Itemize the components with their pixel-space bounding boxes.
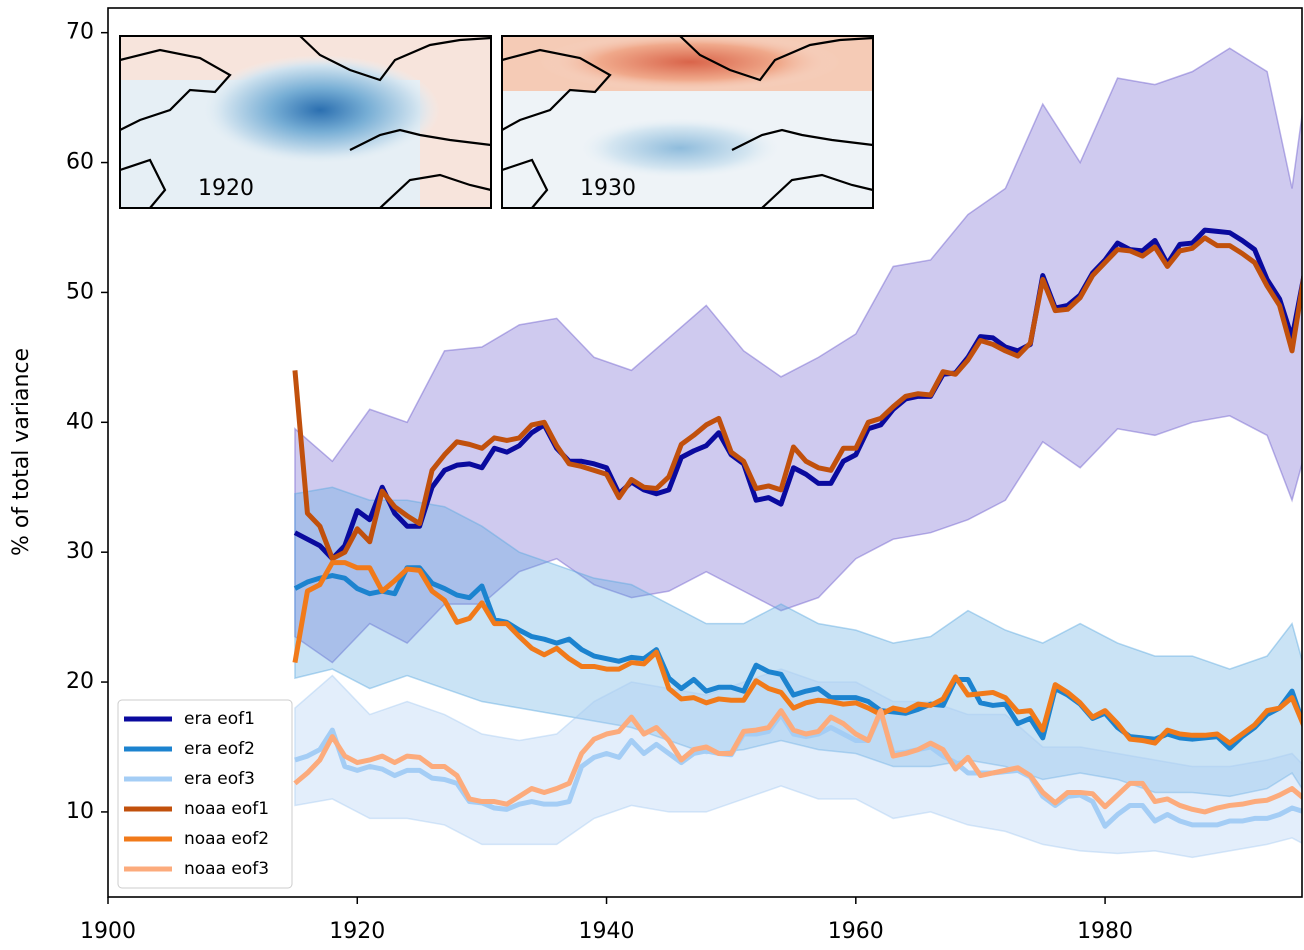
legend-label: era eof2 xyxy=(184,739,255,759)
range-band xyxy=(294,486,1302,798)
x-tick-label: 1900 xyxy=(80,919,136,944)
inset-map: 1920 xyxy=(119,35,492,209)
range-band xyxy=(294,47,1302,664)
series-line xyxy=(292,560,1302,746)
y-tick-label: 20 xyxy=(66,669,94,694)
y-tick-label: 50 xyxy=(66,279,94,304)
y-axis-label: % of total variance xyxy=(9,348,34,556)
axes-frame xyxy=(107,7,1303,898)
x-tick-label: 1960 xyxy=(828,919,884,944)
y-tick-label: 40 xyxy=(66,409,94,434)
inset-label: 1920 xyxy=(198,176,254,201)
legend: era eof1 era eof2 era eof3 noaa eof1 noaa eo… xyxy=(117,699,293,889)
inset-label: 1930 xyxy=(580,176,636,201)
legend-label: noaa eof2 xyxy=(184,829,269,849)
series-line xyxy=(293,565,1302,751)
legend-label: era eof1 xyxy=(184,709,255,729)
inset-map: 1930 xyxy=(501,32,874,209)
x-tick-label: 1980 xyxy=(1077,919,1133,944)
x-tick-label: 1940 xyxy=(579,919,635,944)
series-line xyxy=(292,235,1302,562)
legend-label: noaa eof3 xyxy=(184,859,269,879)
legend-label: era eof3 xyxy=(184,769,255,789)
legend-label: noaa eof1 xyxy=(184,799,269,819)
x-tick-label: 1920 xyxy=(329,919,385,944)
y-tick-label: 60 xyxy=(66,150,94,175)
y-tick-label: 10 xyxy=(66,799,94,824)
series-line xyxy=(293,227,1302,562)
y-tick-label: 30 xyxy=(66,539,94,564)
range-band xyxy=(294,668,1302,859)
series-line xyxy=(293,708,1302,815)
y-tick-label: 70 xyxy=(66,20,94,45)
